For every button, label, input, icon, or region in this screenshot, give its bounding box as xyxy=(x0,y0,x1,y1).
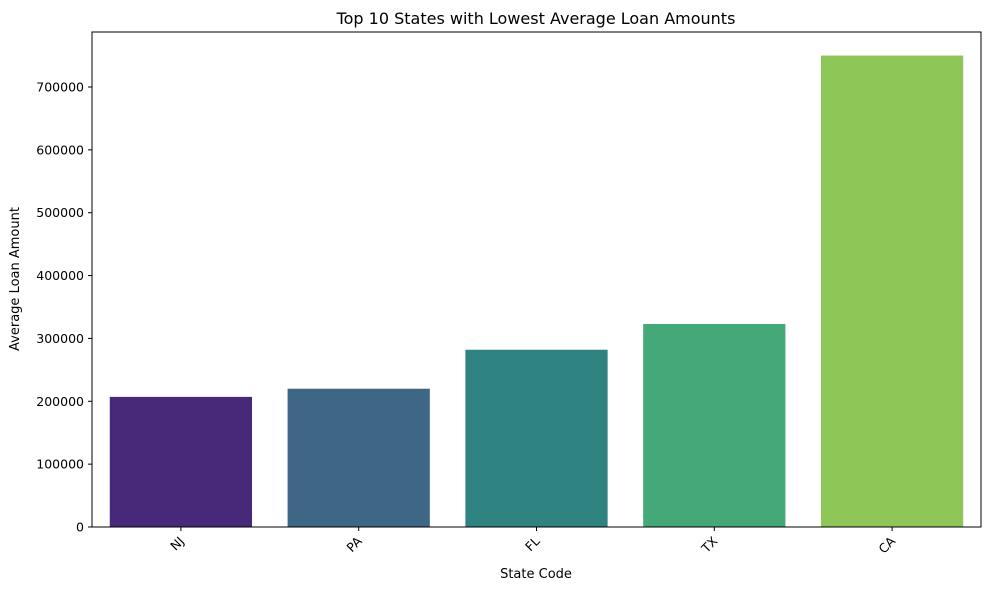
y-tick-label: 0 xyxy=(76,520,84,535)
plot-area: 0 100000 200000 300000 400000 500000 600000 700… xyxy=(36,31,982,556)
y-tick-label: 600000 xyxy=(36,142,84,157)
chart-title: Top 10 States with Lowest Average Loan A… xyxy=(336,9,736,28)
bar-pa xyxy=(287,388,430,527)
y-tick-label: 200000 xyxy=(36,394,84,409)
y-tick-label: 300000 xyxy=(36,331,84,346)
x-tick-label-tx: TX xyxy=(698,533,721,556)
bar-ca xyxy=(820,55,964,527)
x-tick-label-nj: NJ xyxy=(167,534,187,554)
x-tick-label-pa: PA xyxy=(343,533,365,555)
y-axis-label: Average Loan Amount xyxy=(8,207,23,351)
x-tick-label-ca: CA xyxy=(875,533,898,556)
x-tick-label-fl: FL xyxy=(522,533,543,554)
bar-fl xyxy=(465,349,608,527)
x-axis-label: State Code xyxy=(500,567,572,582)
y-tick-label: 400000 xyxy=(36,268,84,283)
bar-nj xyxy=(109,396,253,527)
y-tick-label: 100000 xyxy=(36,457,84,472)
y-tick-label: 500000 xyxy=(36,205,84,220)
y-tick-label: 700000 xyxy=(36,80,84,95)
bar-tx xyxy=(643,323,786,527)
